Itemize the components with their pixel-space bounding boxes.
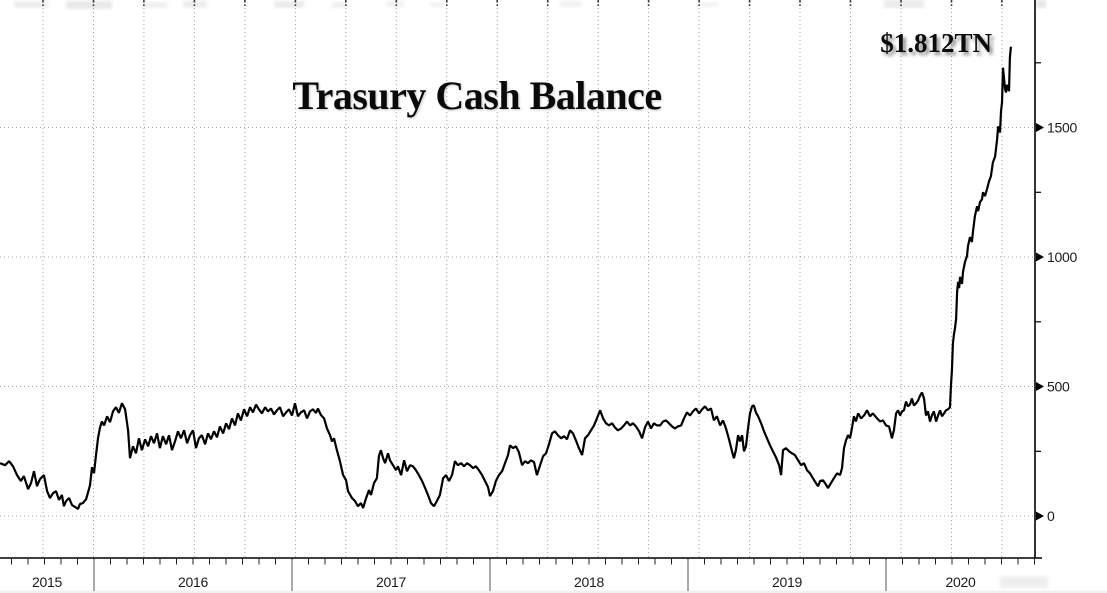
ui-smudge xyxy=(143,2,167,8)
x-tick-label: 2018 xyxy=(574,574,604,590)
ui-smudge xyxy=(1036,0,1046,8)
x-tick-label: 2016 xyxy=(178,574,208,590)
ui-smudge xyxy=(1000,576,1048,588)
x-tick-label: 2020 xyxy=(946,574,976,590)
ui-smudge xyxy=(884,0,924,8)
ui-smudge xyxy=(14,1,48,8)
y-tick-arrow-icon xyxy=(1036,382,1044,391)
treasury-cash-line xyxy=(0,46,1012,510)
y-tick-label: 1500 xyxy=(1047,120,1077,136)
y-tick-label: 500 xyxy=(1047,379,1070,395)
ui-smudge xyxy=(560,1,582,7)
last-value-annotation: $1.812TN xyxy=(880,28,992,58)
ui-smudge xyxy=(66,1,112,9)
chart-title: Trasury Cash Balance xyxy=(292,73,662,118)
y-tick-arrow-icon xyxy=(1036,252,1044,262)
ui-smudge xyxy=(332,2,348,8)
ui-smudge xyxy=(430,2,444,7)
y-tick-label: 0 xyxy=(1047,508,1055,524)
x-tick-label: 2017 xyxy=(376,574,406,590)
y-tick-arrow-icon xyxy=(1036,511,1044,521)
ui-smudge xyxy=(386,1,404,7)
y-tick-arrow-icon xyxy=(1036,123,1044,132)
bottom-strip xyxy=(0,590,1107,593)
y-tick-label: 1000 xyxy=(1047,249,1077,265)
ui-smudge xyxy=(274,1,304,8)
x-tick-label: 2019 xyxy=(772,574,802,590)
ui-smudge xyxy=(700,2,718,7)
x-tick-label: 2015 xyxy=(32,574,62,590)
